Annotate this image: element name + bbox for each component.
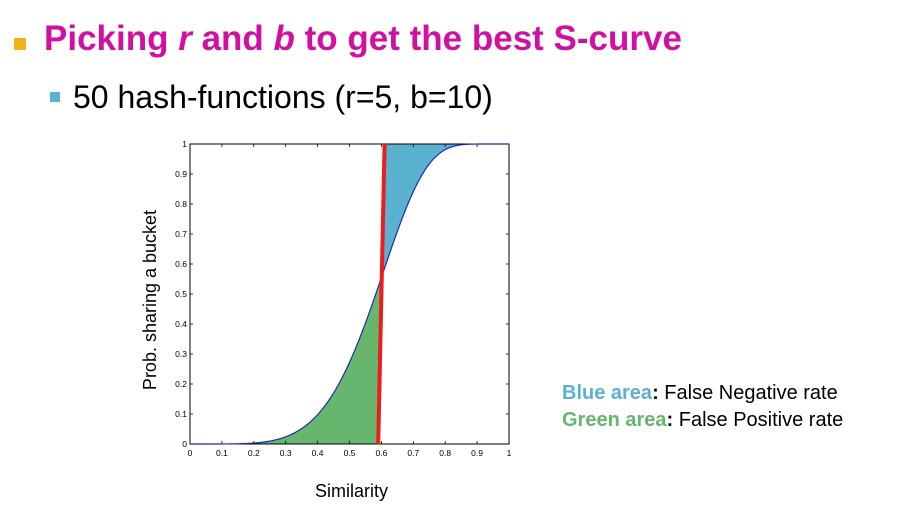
title-suffix: to get the best S-curve (294, 19, 682, 58)
y-tick-label: 0.1 (175, 409, 187, 419)
x-tick-label: 0.7 (407, 448, 419, 458)
x-tick-label: 0.6 (375, 448, 387, 458)
legend-green-label: Green area (562, 409, 667, 431)
green-area (190, 277, 382, 444)
blue-area (382, 144, 468, 276)
legend-blue-label: Blue area (562, 382, 653, 404)
y-tick-label: 0.7 (175, 229, 187, 239)
x-tick-label: 0.9 (471, 448, 483, 458)
s-curve-line (190, 143, 509, 445)
y-tick-label: 1 (182, 139, 187, 149)
legend-blue-row: Blue area: False Negative rate (562, 380, 843, 407)
legend-blue-separator: : (652, 382, 659, 404)
x-tick-label: 0 (188, 448, 193, 458)
legend-green-desc: False Positive rate (678, 409, 844, 431)
title-and: and (191, 19, 274, 58)
y-tick-label: 0.8 (175, 199, 187, 209)
x-tick-label: 0.3 (280, 448, 292, 458)
threshold-line (376, 143, 387, 445)
y-tick-label: 0 (182, 439, 187, 449)
x-tick-label: 0.8 (439, 448, 451, 458)
y-axis-label: Prob. sharing a bucket (140, 210, 160, 390)
y-tick-label: 0.4 (175, 319, 187, 329)
x-tick-label: 0.2 (248, 448, 260, 458)
legend: Blue area: False Negative rate Green are… (562, 380, 843, 434)
legend-blue-desc: False Negative rate (664, 382, 838, 404)
x-tick-label: 0.4 (312, 448, 324, 458)
y-tick-label: 0.3 (175, 349, 187, 359)
slide-subtitle: 50 hash-functions (r=5, b=10) (73, 79, 493, 115)
y-tick-label: 0.2 (175, 379, 187, 389)
y-tick-label: 0.6 (175, 259, 187, 269)
y-tick-label: 0.5 (175, 289, 187, 299)
y-tick-label: 0.9 (175, 169, 187, 179)
title-b: b (273, 19, 295, 58)
slide-title: Picking r and b to get the best S-curve (44, 18, 682, 60)
x-tick-label: 0.1 (216, 448, 228, 458)
subtitle-bullet (50, 92, 60, 102)
x-tick-label: 0.5 (344, 448, 356, 458)
title-prefix: Picking (44, 19, 179, 58)
x-tick-label: 1 (507, 448, 512, 458)
title-r: r (178, 19, 192, 58)
legend-green-row: Green area: False Positive rate (562, 407, 843, 434)
legend-green-separator: : (666, 409, 674, 431)
x-axis-label: Similarity (315, 481, 388, 501)
title-bullet (14, 38, 26, 50)
